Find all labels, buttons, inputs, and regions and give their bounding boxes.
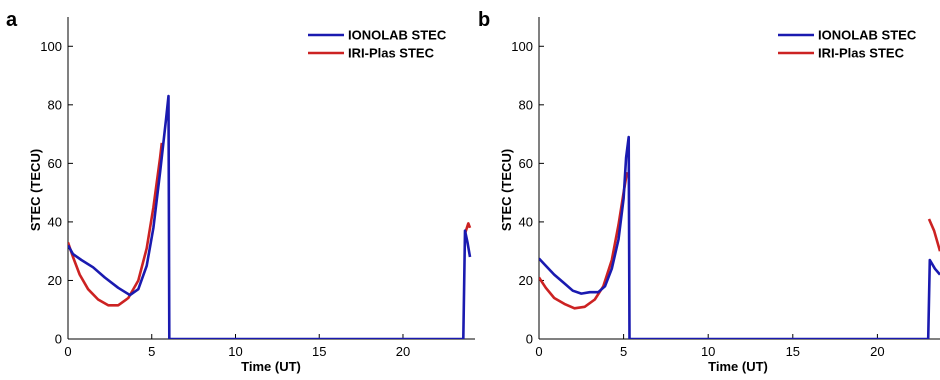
legend-label-ionolab-stec: IONOLAB STEC (348, 28, 447, 43)
y-tick-label: 60 (48, 156, 62, 171)
x-tick-label: 20 (870, 344, 884, 359)
x-tick-label: 5 (620, 344, 627, 359)
x-tick-label: 10 (228, 344, 242, 359)
panel-b-plot: 0 20 40 60 80 100 0 5 10 15 20 IONOLAB STEC IRI-Plas… (511, 17, 940, 359)
x-tick-label: 5 (148, 344, 155, 359)
y-tick-label: 80 (519, 97, 533, 112)
series-line-ionolab-stec (539, 135, 940, 339)
x-tick-label: 15 (786, 344, 800, 359)
y-tick-label: 100 (511, 39, 533, 54)
y-tick-label: 20 (519, 273, 533, 288)
y-tick-label: 100 (40, 39, 62, 54)
y-tick-label: 60 (519, 156, 533, 171)
panel-b-ylabel: STEC (TECU) (499, 149, 514, 231)
y-tick-label: 0 (55, 332, 62, 347)
y-tick-label: 80 (48, 97, 62, 112)
legend-label-ionolab-stec: IONOLAB STEC (818, 28, 917, 43)
series-line-iri-plas-stec (68, 142, 164, 307)
panel-a-ylabel: STEC (TECU) (28, 149, 43, 231)
y-tick-label: 40 (519, 214, 533, 229)
x-tick-label: 15 (312, 344, 326, 359)
series-line-ionolab-stec (68, 94, 472, 339)
y-tick-label: 0 (526, 332, 533, 347)
panel-letter-b: b (478, 9, 490, 31)
y-tick-label: 40 (48, 214, 62, 229)
series-line-iri-plas-stec (539, 171, 629, 310)
legend-label-iri-plas-stec: IRI-Plas STEC (818, 46, 905, 61)
x-tick-label: 10 (701, 344, 715, 359)
series-line-iri-plas-stec (927, 218, 940, 252)
panel-letter-a: a (6, 9, 18, 31)
x-tick-label: 20 (396, 344, 410, 359)
x-tick-label: 0 (64, 344, 71, 359)
legend-label-iri-plas-stec: IRI-Plas STEC (348, 46, 435, 61)
panel-b-xlabel: Time (UT) (708, 359, 768, 374)
y-tick-label: 20 (48, 273, 62, 288)
x-tick-label: 0 (535, 344, 542, 359)
panel-a-xlabel: Time (UT) (241, 359, 301, 374)
panel-a-plot: 0 20 40 60 80 100 0 5 10 15 20 IONOLAB STEC IRI-Plas… (40, 17, 475, 359)
